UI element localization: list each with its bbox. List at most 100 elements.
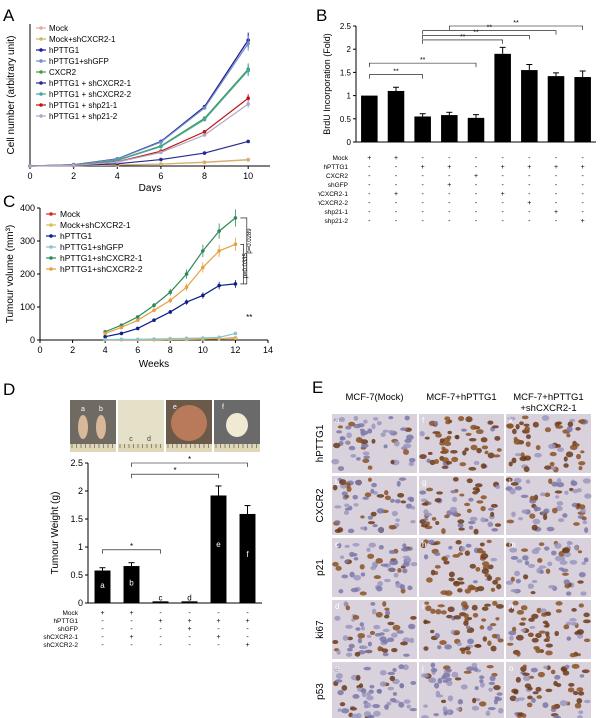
cell-nucleus bbox=[389, 675, 396, 682]
cell-nucleus bbox=[363, 666, 372, 671]
matrix-cell: + bbox=[447, 164, 451, 171]
cell-nucleus bbox=[349, 571, 355, 578]
cell-nucleus bbox=[556, 482, 565, 488]
significance-label: ** bbox=[513, 20, 519, 27]
cell-nucleus bbox=[360, 688, 367, 694]
cell-nucleus bbox=[527, 583, 535, 589]
cell-nucleus bbox=[331, 458, 340, 465]
significance-bracket bbox=[131, 473, 219, 479]
matrix-cell: - bbox=[421, 209, 424, 216]
cell-nucleus bbox=[559, 700, 568, 707]
cell-nucleus bbox=[525, 434, 531, 440]
x-tick-label: 6 bbox=[135, 345, 140, 355]
cell-nucleus bbox=[348, 445, 356, 451]
cell-nucleus bbox=[450, 450, 458, 454]
legend-label: hPTTG1+shCXCR2-1 bbox=[60, 253, 143, 263]
cell-nucleus bbox=[468, 466, 477, 471]
cell-nucleus bbox=[404, 415, 410, 421]
cell-nucleus bbox=[385, 610, 391, 616]
matrix-cell: - bbox=[217, 642, 220, 649]
annotation-bracket bbox=[240, 244, 244, 284]
cell-nucleus bbox=[465, 432, 472, 436]
cell-nucleus bbox=[576, 698, 583, 704]
cell-nucleus bbox=[359, 591, 367, 596]
cell-nucleus bbox=[551, 550, 557, 556]
cell-nucleus bbox=[362, 496, 369, 500]
cell-nucleus bbox=[352, 615, 360, 620]
cell-nucleus bbox=[397, 568, 402, 573]
cell-nucleus bbox=[348, 643, 355, 649]
significance-label: * bbox=[130, 542, 133, 551]
cell-nucleus bbox=[437, 604, 445, 608]
matrix-cell: + bbox=[216, 634, 220, 641]
cell-nucleus bbox=[447, 430, 452, 435]
cell-nucleus bbox=[423, 554, 429, 560]
significance-label: * bbox=[173, 466, 176, 475]
tile-letter: b bbox=[335, 478, 340, 487]
data-point bbox=[202, 151, 207, 155]
cell-nucleus bbox=[562, 670, 570, 676]
cell-nucleus bbox=[371, 482, 377, 488]
cell-nucleus bbox=[583, 638, 591, 643]
data-point bbox=[152, 337, 156, 341]
cell-nucleus bbox=[370, 602, 376, 606]
data-point bbox=[233, 331, 238, 336]
cell-nucleus bbox=[339, 555, 345, 559]
cell-nucleus bbox=[476, 500, 484, 504]
cell-nucleus bbox=[479, 675, 485, 680]
cell-nucleus bbox=[344, 503, 350, 508]
significance-label: ** bbox=[460, 34, 466, 41]
matrix-cell: + bbox=[245, 618, 249, 625]
cell-nucleus bbox=[541, 612, 548, 617]
matrix-cell: - bbox=[368, 191, 371, 198]
cell-nucleus bbox=[396, 480, 401, 487]
cell-nucleus bbox=[388, 549, 396, 554]
cell-nucleus bbox=[458, 527, 465, 531]
cell-nucleus bbox=[495, 485, 501, 490]
ihc-tile: k bbox=[506, 414, 591, 473]
cell-nucleus bbox=[435, 609, 442, 615]
cell-nucleus bbox=[573, 443, 580, 447]
cell-nucleus bbox=[526, 702, 533, 708]
cell-nucleus bbox=[583, 619, 591, 624]
cell-nucleus bbox=[543, 665, 548, 670]
matrix-cell: - bbox=[159, 610, 162, 617]
cell-nucleus bbox=[545, 635, 551, 641]
cell-nucleus bbox=[480, 463, 487, 469]
matrix-row-label: shGFP bbox=[58, 626, 78, 633]
matrix-cell: - bbox=[395, 200, 398, 207]
cell-nucleus bbox=[578, 419, 586, 424]
cell-nucleus bbox=[350, 587, 359, 593]
matrix-cell: + bbox=[129, 634, 133, 641]
cell-nucleus bbox=[555, 425, 564, 429]
data-point bbox=[202, 133, 207, 137]
cell-nucleus bbox=[426, 577, 433, 583]
cell-nucleus bbox=[576, 687, 584, 692]
cell-nucleus bbox=[424, 601, 430, 605]
cell-nucleus bbox=[403, 653, 410, 657]
cell-nucleus bbox=[561, 568, 569, 573]
cell-nucleus bbox=[475, 429, 484, 435]
cell-nucleus bbox=[357, 637, 363, 644]
photo-ruler bbox=[70, 444, 116, 452]
cell-nucleus bbox=[555, 495, 560, 499]
cell-nucleus bbox=[423, 517, 429, 521]
cell-nucleus bbox=[530, 590, 536, 595]
cell-nucleus bbox=[495, 603, 504, 609]
cell-nucleus bbox=[332, 561, 339, 567]
bar bbox=[574, 77, 591, 142]
cell-nucleus bbox=[379, 681, 387, 687]
cell-nucleus bbox=[354, 479, 362, 485]
data-point bbox=[201, 336, 205, 340]
matrix-cell: - bbox=[448, 173, 451, 180]
cell-nucleus bbox=[533, 505, 538, 512]
cell-nucleus bbox=[512, 428, 517, 435]
matrix-cell: + bbox=[100, 610, 104, 617]
cell-nucleus bbox=[442, 437, 451, 443]
matrix-cell: - bbox=[501, 155, 504, 162]
cell-nucleus bbox=[554, 542, 562, 549]
cell-nucleus bbox=[466, 629, 471, 633]
cell-nucleus bbox=[513, 438, 521, 445]
cell-nucleus bbox=[508, 461, 513, 467]
matrix-cell: - bbox=[101, 626, 104, 633]
